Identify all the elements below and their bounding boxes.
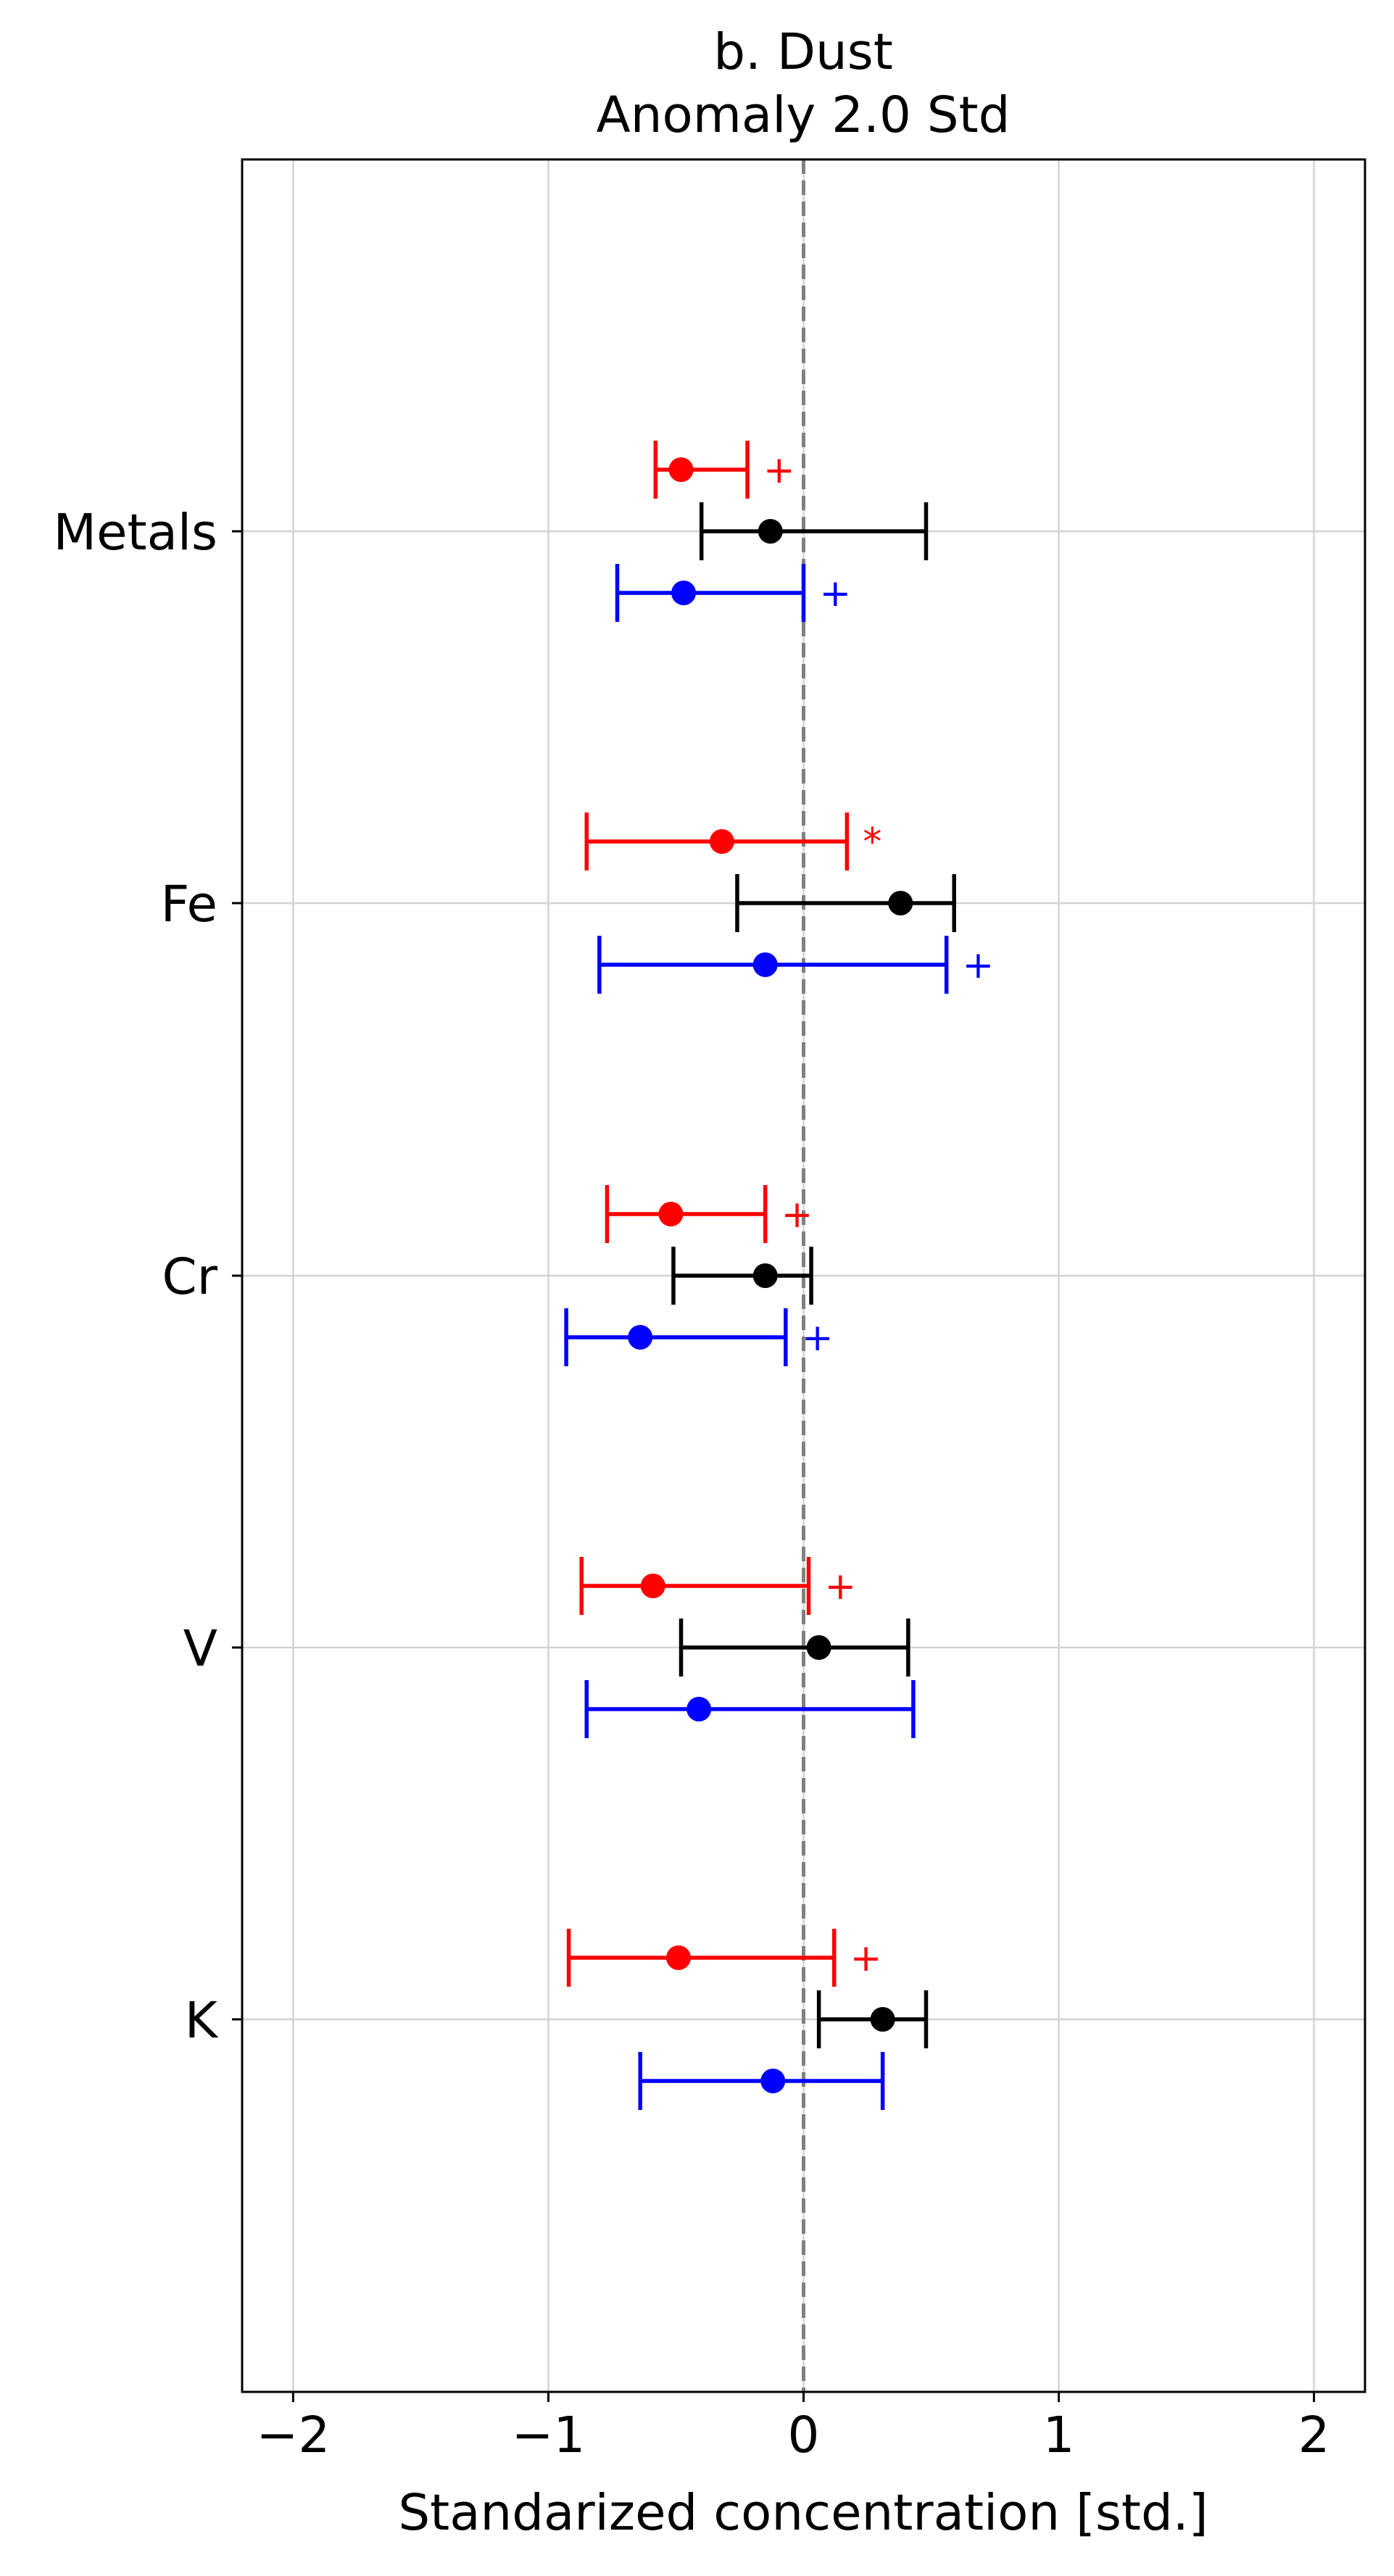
data-point (806, 1635, 831, 1660)
data-point (709, 829, 734, 854)
significance-marker: + (763, 449, 795, 492)
y-axis: Metals Fe Cr V K (54, 504, 242, 2050)
y-tick-label: Cr (162, 1248, 217, 1306)
y-tick-label: V (183, 1620, 217, 1678)
x-tick-label: 2 (1298, 2406, 1330, 2464)
y-tick-label: Fe (161, 876, 217, 934)
data-point (628, 1325, 653, 1350)
data-point (665, 1945, 691, 1970)
data-point (752, 1263, 778, 1288)
y-tick-label: Metals (54, 504, 217, 562)
significance-marker: * (863, 820, 881, 864)
data-point (640, 1574, 665, 1598)
data-point (870, 2007, 895, 2032)
data-point (686, 1697, 712, 1721)
data-point (760, 2069, 786, 2093)
data-point (671, 581, 697, 605)
chart-title: b. Dust (713, 23, 893, 81)
significance-marker: + (802, 1316, 834, 1360)
series-layer: + * + + + + + + (564, 441, 995, 2110)
significance-marker: + (781, 1193, 813, 1237)
x-tick-label: −1 (512, 2406, 586, 2464)
x-tick-label: 0 (788, 2406, 820, 2464)
significance-marker: + (825, 1565, 857, 1608)
x-tick-label: 1 (1043, 2406, 1075, 2464)
data-point (888, 891, 913, 915)
data-point (758, 519, 783, 544)
data-point (752, 952, 778, 977)
significance-marker: + (963, 944, 995, 987)
x-tick-label: −2 (257, 2406, 331, 2464)
y-tick-label: K (185, 1992, 219, 2050)
significance-marker: + (820, 572, 852, 615)
x-axis-label: Standarized concentration [std.] (398, 2484, 1208, 2542)
x-axis: −2 −1 0 1 2 (257, 2392, 1330, 2464)
chart-subtitle: Anomaly 2.0 Std (597, 86, 1011, 144)
data-point (668, 457, 694, 482)
data-point (658, 1202, 684, 1226)
significance-marker: + (850, 1937, 882, 1980)
